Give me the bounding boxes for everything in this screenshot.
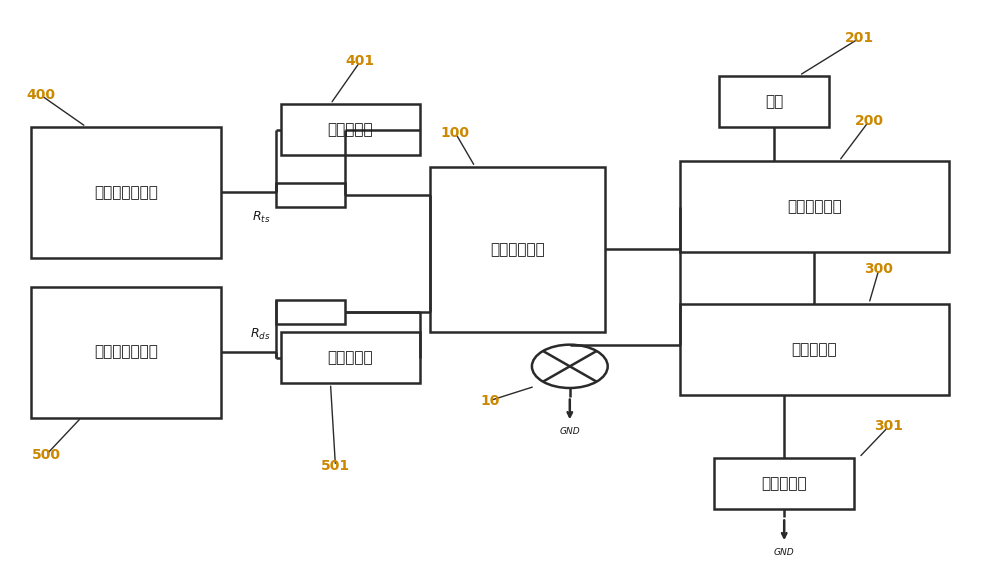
Bar <box>31 127 221 258</box>
Text: 10: 10 <box>480 394 500 407</box>
Bar <box>281 104 420 155</box>
Bar <box>719 76 829 127</box>
Text: 301: 301 <box>874 419 903 433</box>
Text: 延时采样模块: 延时采样模块 <box>787 199 842 214</box>
Bar <box>281 332 420 383</box>
Text: GND: GND <box>559 427 580 436</box>
Text: 401: 401 <box>346 54 375 68</box>
Text: 500: 500 <box>32 448 61 462</box>
Bar <box>31 286 221 418</box>
Text: 自标定模块: 自标定模块 <box>791 342 837 357</box>
Text: 驱动恒流源模块: 驱动恒流源模块 <box>94 344 158 360</box>
Bar <box>714 458 854 509</box>
Bar <box>680 304 949 395</box>
Text: 200: 200 <box>854 114 883 128</box>
Bar <box>276 300 345 324</box>
Bar <box>680 161 949 252</box>
Text: 数字电压计: 数字电压计 <box>328 122 373 137</box>
Text: 501: 501 <box>321 459 350 473</box>
Bar <box>430 167 605 332</box>
Text: $R_{ts}$: $R_{ts}$ <box>252 210 271 225</box>
Text: $R_{ds}$: $R_{ds}$ <box>250 327 271 342</box>
Text: 400: 400 <box>27 88 56 103</box>
Text: 快速切换模块: 快速切换模块 <box>490 242 545 257</box>
Text: 测试恒流源模块: 测试恒流源模块 <box>94 185 158 200</box>
Text: 晶振: 晶振 <box>765 93 783 109</box>
Text: GND: GND <box>774 548 795 556</box>
Text: 数字电压计: 数字电压计 <box>328 350 373 365</box>
Text: 300: 300 <box>865 262 893 276</box>
Bar <box>276 183 345 207</box>
Text: 201: 201 <box>844 32 874 45</box>
Text: 100: 100 <box>441 125 470 140</box>
Text: 数字电压计: 数字电压计 <box>761 476 807 490</box>
